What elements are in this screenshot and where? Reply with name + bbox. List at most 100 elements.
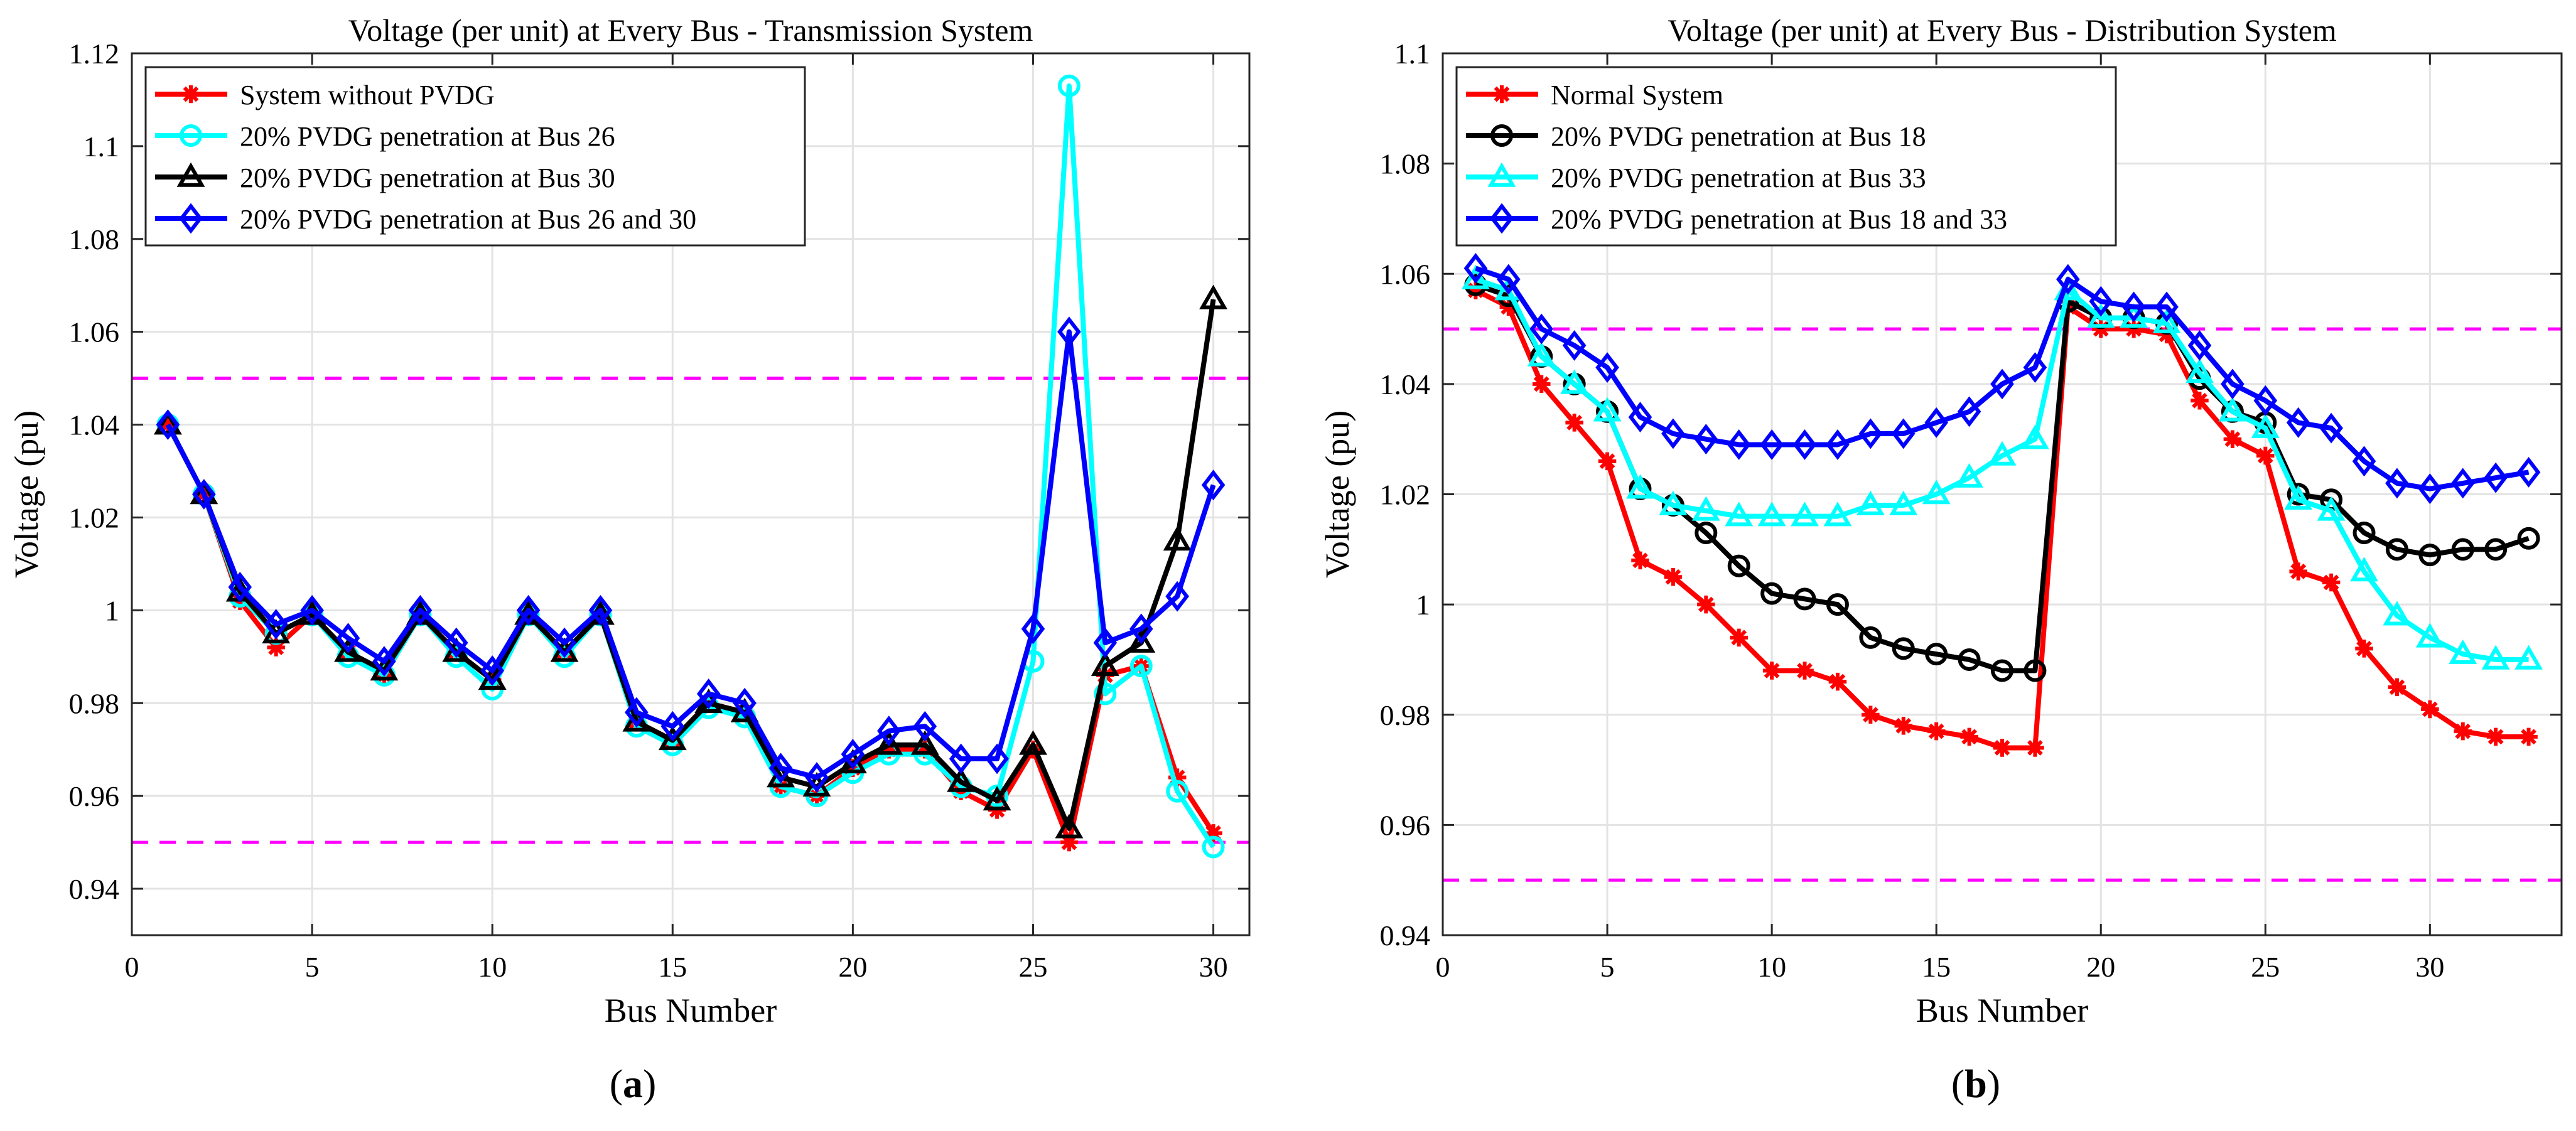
- data-point: [1792, 429, 1817, 460]
- series-3: [156, 316, 1226, 793]
- data-point: [733, 687, 757, 719]
- data-point: [1760, 582, 1784, 605]
- data-point: [1796, 662, 1814, 680]
- data-point: [2024, 659, 2047, 682]
- y-tick-label: 1.02: [1380, 479, 1431, 511]
- data-point: [2484, 538, 2508, 561]
- data-point: [2385, 538, 2408, 561]
- data-point: [1631, 551, 1649, 570]
- data-point: [1856, 490, 1885, 515]
- data-point: [444, 627, 468, 658]
- data-point: [2484, 462, 2508, 493]
- data-point: [2415, 623, 2444, 648]
- x-tick-label: 20: [838, 951, 867, 983]
- data-point: [949, 743, 973, 775]
- panel-label-a: (a): [609, 1061, 657, 1106]
- y-tick-label: 1.06: [69, 316, 120, 348]
- y-tick-label: 1.1: [1394, 38, 1431, 70]
- data-point: [2352, 521, 2376, 544]
- data-point: [1858, 418, 1883, 449]
- legend-entry: 20% PVDG penetration at Bus 33: [1551, 163, 1926, 193]
- data-point: [1927, 722, 1946, 741]
- data-point: [228, 571, 252, 603]
- data-point: [1990, 368, 2014, 400]
- y-tick-label: 1.08: [69, 223, 120, 255]
- data-point: [516, 594, 541, 626]
- data-point: [1664, 567, 1683, 586]
- data-point: [336, 623, 360, 654]
- legend: System without PVDG 20% PVDG penetration …: [144, 66, 806, 247]
- data-point: [1691, 496, 1720, 521]
- data-point: [2418, 544, 2442, 567]
- data-point: [300, 594, 324, 626]
- series-line: [1475, 265, 2530, 491]
- data-point: [696, 678, 721, 709]
- x-tick-label: 5: [1600, 951, 1615, 983]
- data-point: [1467, 281, 1485, 299]
- data-point: [1826, 593, 1849, 616]
- y-tick-label: 1.04: [69, 409, 120, 441]
- data-point: [1201, 469, 1226, 501]
- data-point: [2322, 573, 2341, 592]
- data-point: [1595, 352, 1619, 383]
- data-point: [1859, 626, 1882, 649]
- data-point: [1560, 369, 1589, 394]
- axes-box: [131, 52, 1251, 936]
- y-tick-label: 0.96: [69, 780, 120, 812]
- y-tick-label: 0.98: [1380, 699, 1431, 731]
- data-point: [983, 786, 1011, 811]
- y-tick-label: 1.08: [1380, 148, 1431, 180]
- x-axis-label: Bus Number: [605, 992, 777, 1029]
- data-point: [1628, 402, 1652, 432]
- x-tick-label: 10: [1757, 951, 1786, 983]
- panel-label-b: (b): [1951, 1061, 2001, 1106]
- chart-title: Voltage (per unit) at Every Bus - Transm…: [348, 13, 1033, 48]
- data-point: [1891, 418, 1916, 449]
- data-point: [913, 710, 937, 742]
- data-point: [1127, 628, 1156, 653]
- data-point: [660, 710, 685, 742]
- data-point: [1055, 813, 1084, 839]
- data-point: [1060, 833, 1079, 852]
- data-point: [1762, 662, 1781, 680]
- legend-marker: [179, 203, 203, 234]
- data-point: [2023, 352, 2047, 383]
- chart-panel-a: 0 5 10 15 20 25 30 0.94 0.96 0.98 1 1.02 1.04 1.06 1.0…: [8, 13, 1251, 1029]
- y-tick-label: 1.04: [1380, 368, 1431, 400]
- data-point: [1168, 768, 1187, 786]
- x-tick-label: 30: [1199, 951, 1228, 983]
- data-point: [2486, 727, 2505, 746]
- data-point: [2350, 557, 2378, 582]
- data-point: [1497, 264, 1521, 295]
- data-point: [1725, 501, 1754, 527]
- data-point: [2317, 496, 2346, 521]
- data-point: [1461, 264, 1490, 289]
- data-point: [1165, 581, 1189, 612]
- data-point: [2253, 385, 2278, 416]
- legend-box: [144, 66, 806, 247]
- data-point: [1957, 396, 1981, 427]
- data-point: [1463, 253, 1488, 284]
- data-point: [1091, 651, 1119, 676]
- data-point: [480, 655, 504, 686]
- data-point: [1202, 835, 1225, 859]
- data-point: [1727, 429, 1751, 460]
- data-point: [1532, 375, 1551, 394]
- data-point: [1960, 727, 1978, 746]
- data-point: [1527, 341, 1556, 367]
- x-tick-label: 25: [1018, 951, 1047, 983]
- legend-box: [1455, 66, 2117, 247]
- data-point: [2449, 639, 2477, 664]
- data-point: [985, 743, 1009, 775]
- series-line: [165, 299, 1216, 831]
- data-point: [1199, 284, 1228, 309]
- data-point: [1562, 330, 1587, 361]
- y-tick-label: 1.1: [84, 131, 120, 163]
- data-point: [2185, 358, 2214, 383]
- x-tick-label: 5: [305, 951, 320, 983]
- data-point: [1757, 501, 1786, 527]
- data-point: [1993, 739, 2012, 757]
- data-point: [1598, 452, 1617, 471]
- legend-entry: 20% PVDG penetration at Bus 26: [240, 121, 615, 152]
